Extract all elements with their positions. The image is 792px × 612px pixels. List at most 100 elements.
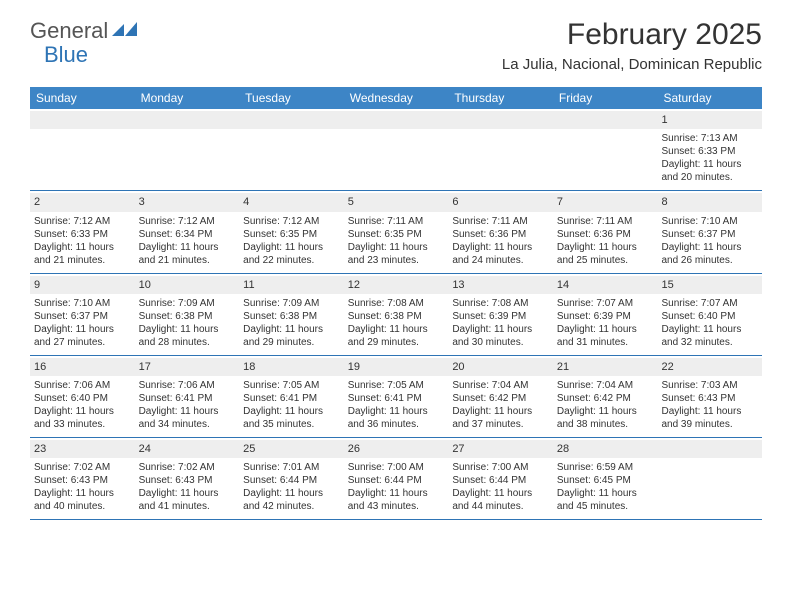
daylight-text: Daylight: 11 hours and 32 minutes. (661, 323, 758, 349)
calendar-cell: 19Sunrise: 7:05 AMSunset: 6:41 PMDayligh… (344, 356, 449, 437)
sunrise-text: Sunrise: 7:07 AM (557, 297, 654, 310)
sunrise-text: Sunrise: 7:02 AM (34, 461, 131, 474)
sunrise-text: Sunrise: 7:09 AM (139, 297, 236, 310)
calendar-cell: 20 Sunrise: 7:04 AMSunset: 6:42 PMDayligh… (448, 356, 553, 437)
daylight-text: Daylight: 11 hours and 37 minutes. (452, 405, 549, 431)
day-number (553, 111, 658, 129)
day-number: 4 (239, 193, 344, 211)
daylight-text: Daylight: 11 hours and 24 minutes. (452, 241, 549, 267)
day-number: 1 (657, 111, 762, 129)
brand-text-blue: Blue (44, 42, 88, 68)
calendar-cell-empty (553, 109, 658, 190)
calendar-cell: 27Sunrise: 7:00 AMSunset: 6:44 PMDayligh… (448, 438, 553, 519)
brand-mark-icon (112, 20, 138, 43)
sunrise-text: Sunrise: 7:12 AM (34, 215, 131, 228)
sunset-text: Sunset: 6:37 PM (34, 310, 131, 323)
sunrise-text: Sunrise: 7:13 AM (661, 132, 758, 145)
sunrise-text: Sunrise: 7:06 AM (34, 379, 131, 392)
daylight-text: Daylight: 11 hours and 21 minutes. (34, 241, 131, 267)
day-number: 3 (135, 193, 240, 211)
sunset-text: Sunset: 6:43 PM (34, 474, 131, 487)
calendar-cell: 10 Sunrise: 7:09 AMSunset: 6:38 PMDayligh… (135, 274, 240, 355)
day-number: 23 (30, 440, 135, 458)
calendar-cell: 5Sunrise: 7:11 AMSunset: 6:35 PMDaylight… (344, 191, 449, 272)
weekday-header: Monday (135, 87, 240, 109)
sunrise-text: Sunrise: 7:00 AM (452, 461, 549, 474)
week-row: 23Sunrise: 7:02 AMSunset: 6:43 PMDayligh… (30, 438, 762, 520)
sunset-text: Sunset: 6:42 PM (452, 392, 549, 405)
daylight-text: Daylight: 11 hours and 21 minutes. (139, 241, 236, 267)
calendar-cell: 1Sunrise: 7:13 AMSunset: 6:33 PMDaylight… (657, 109, 762, 190)
daylight-text: Daylight: 11 hours and 41 minutes. (139, 487, 236, 513)
sunrise-text: Sunrise: 7:10 AM (661, 215, 758, 228)
sunset-text: Sunset: 6:35 PM (243, 228, 340, 241)
title-block: February 2025 La Julia, Nacional, Domini… (502, 18, 762, 73)
sunrise-text: Sunrise: 6:59 AM (557, 461, 654, 474)
day-number: 20 (448, 358, 553, 376)
day-number: 18 (239, 358, 344, 376)
day-number: 19 (344, 358, 449, 376)
sunrise-text: Sunrise: 7:10 AM (34, 297, 131, 310)
daylight-text: Daylight: 11 hours and 39 minutes. (661, 405, 758, 431)
sunrise-text: Sunrise: 7:12 AM (243, 215, 340, 228)
sunrise-text: Sunrise: 7:07 AM (661, 297, 758, 310)
calendar-cell: 23Sunrise: 7:02 AMSunset: 6:43 PMDayligh… (30, 438, 135, 519)
sunrise-text: Sunrise: 7:06 AM (139, 379, 236, 392)
calendar-cell-empty (448, 109, 553, 190)
sunrise-text: Sunrise: 7:08 AM (452, 297, 549, 310)
calendar-grid: Sunday Monday Tuesday Wednesday Thursday… (30, 87, 762, 520)
day-number: 27 (448, 440, 553, 458)
sunset-text: Sunset: 6:44 PM (452, 474, 549, 487)
calendar-cell: 6Sunrise: 7:11 AMSunset: 6:36 PMDaylight… (448, 191, 553, 272)
calendar-cell: 26Sunrise: 7:00 AMSunset: 6:44 PMDayligh… (344, 438, 449, 519)
day-number (448, 111, 553, 129)
daylight-text: Daylight: 11 hours and 33 minutes. (34, 405, 131, 431)
sunset-text: Sunset: 6:38 PM (139, 310, 236, 323)
calendar-cell-empty (344, 109, 449, 190)
calendar-cell: 22Sunrise: 7:03 AMSunset: 6:43 PMDayligh… (657, 356, 762, 437)
sunrise-text: Sunrise: 7:04 AM (452, 379, 549, 392)
calendar-cell: 13Sunrise: 7:08 AMSunset: 6:39 PMDayligh… (448, 274, 553, 355)
daylight-text: Daylight: 11 hours and 29 minutes. (348, 323, 445, 349)
sunrise-text: Sunrise: 7:08 AM (348, 297, 445, 310)
sunset-text: Sunset: 6:41 PM (243, 392, 340, 405)
calendar-cell: 8Sunrise: 7:10 AMSunset: 6:37 PMDaylight… (657, 191, 762, 272)
daylight-text: Daylight: 11 hours and 30 minutes. (452, 323, 549, 349)
day-number: 10 (135, 276, 240, 294)
daylight-text: Daylight: 11 hours and 43 minutes. (348, 487, 445, 513)
sunset-text: Sunset: 6:39 PM (557, 310, 654, 323)
daylight-text: Daylight: 11 hours and 28 minutes. (139, 323, 236, 349)
calendar-cell: 14Sunrise: 7:07 AMSunset: 6:39 PMDayligh… (553, 274, 658, 355)
sunset-text: Sunset: 6:34 PM (139, 228, 236, 241)
weekday-header: Sunday (30, 87, 135, 109)
daylight-text: Daylight: 11 hours and 20 minutes. (661, 158, 758, 184)
day-number (135, 111, 240, 129)
day-number: 8 (657, 193, 762, 211)
sunrise-text: Sunrise: 7:05 AM (348, 379, 445, 392)
day-number: 14 (553, 276, 658, 294)
sunset-text: Sunset: 6:44 PM (348, 474, 445, 487)
sunset-text: Sunset: 6:35 PM (348, 228, 445, 241)
weekday-header: Friday (553, 87, 658, 109)
sunset-text: Sunset: 6:33 PM (34, 228, 131, 241)
calendar-cell-empty (239, 109, 344, 190)
daylight-text: Daylight: 11 hours and 34 minutes. (139, 405, 236, 431)
daylight-text: Daylight: 11 hours and 23 minutes. (348, 241, 445, 267)
sunset-text: Sunset: 6:43 PM (139, 474, 236, 487)
sunset-text: Sunset: 6:36 PM (557, 228, 654, 241)
week-row: 9 Sunrise: 7:10 AMSunset: 6:37 PM Daylight… (30, 274, 762, 356)
weekday-header: Wednesday (344, 87, 449, 109)
week-row: 16Sunrise: 7:06 AMSunset: 6:40 PMDayligh… (30, 356, 762, 438)
month-title: February 2025 (502, 18, 762, 52)
weekday-header: Thursday (448, 87, 553, 109)
sunset-text: Sunset: 6:38 PM (348, 310, 445, 323)
sunset-text: Sunset: 6:36 PM (452, 228, 549, 241)
day-number: 24 (135, 440, 240, 458)
weekday-header: Saturday (657, 87, 762, 109)
calendar-cell: 4Sunrise: 7:12 AMSunset: 6:35 PMDaylight… (239, 191, 344, 272)
sunset-text: Sunset: 6:37 PM (661, 228, 758, 241)
sunrise-text: Sunrise: 7:05 AM (243, 379, 340, 392)
day-number: 9 (30, 276, 135, 294)
sunrise-text: Sunrise: 7:00 AM (348, 461, 445, 474)
calendar-cell: 9Sunrise: 7:10 AMSunset: 6:37 PMDaylight… (30, 274, 135, 355)
